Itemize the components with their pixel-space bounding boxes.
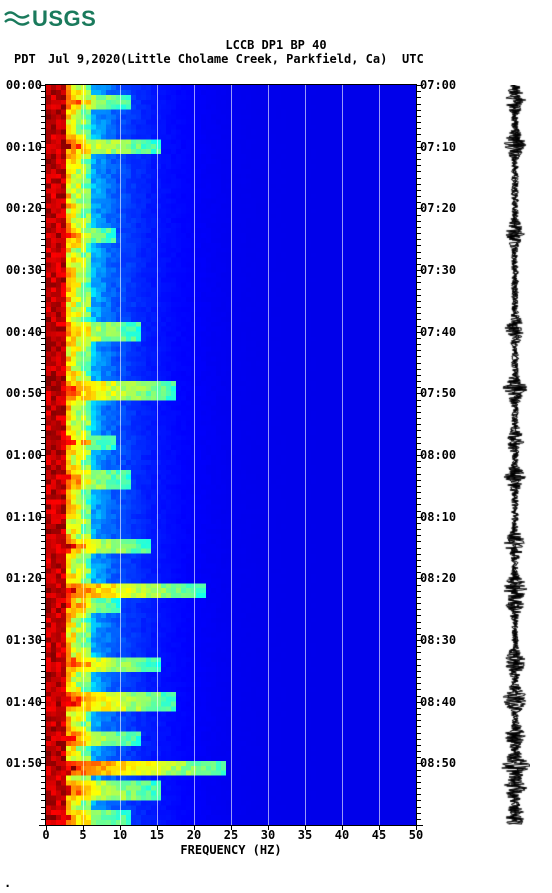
location-label: (Little Cholame Creek, Parkfield, Ca) (120, 52, 387, 66)
x-tick: 5 (79, 828, 86, 842)
y-tick-left: 01:20 (6, 571, 42, 585)
tz-right-label: UTC (402, 52, 424, 66)
y-tick-right: 08:20 (420, 571, 456, 585)
y-tick-left: 01:10 (6, 510, 42, 524)
spectrogram-plot (46, 85, 416, 825)
x-tick: 0 (42, 828, 49, 842)
x-tick: 40 (335, 828, 349, 842)
y-tick-left: 00:30 (6, 263, 42, 277)
y-tick-left: 01:30 (6, 633, 42, 647)
tz-left-label: PDT (14, 52, 36, 66)
y-axis-left: 00:0000:1000:2000:3000:4000:5001:0001:10… (0, 85, 44, 825)
y-tick-right: 08:50 (420, 756, 456, 770)
y-tick-left: 01:00 (6, 448, 42, 462)
usgs-logo: USGS (4, 6, 96, 32)
y-tick-left: 01:40 (6, 695, 42, 709)
y-tick-right: 07:20 (420, 201, 456, 215)
x-axis-label: FREQUENCY (HZ) (46, 843, 416, 857)
footer-mark: . (4, 876, 11, 890)
chart-title: LCCB DP1 BP 40 (0, 38, 552, 52)
y-tick-left: 00:20 (6, 201, 42, 215)
spectrogram-canvas (46, 85, 416, 825)
x-tick: 25 (224, 828, 238, 842)
x-tick: 10 (113, 828, 127, 842)
x-tick: 15 (150, 828, 164, 842)
y-tickmarks-left (41, 85, 45, 825)
y-tick-right: 08:40 (420, 695, 456, 709)
logo-text: USGS (32, 6, 96, 32)
page: { "logo": { "text": "USGS", "color": "#1… (0, 0, 552, 893)
y-tick-right: 08:00 (420, 448, 456, 462)
y-tick-right: 08:30 (420, 633, 456, 647)
y-tick-right: 08:10 (420, 510, 456, 524)
y-tick-left: 00:10 (6, 140, 42, 154)
wave-icon (4, 9, 30, 29)
y-tickmarks-right (417, 85, 421, 825)
y-tick-right: 07:00 (420, 78, 456, 92)
y-axis-right: 07:0007:1007:2007:3007:4007:5008:0008:10… (418, 85, 464, 825)
y-tick-right: 07:30 (420, 263, 456, 277)
x-tick: 20 (187, 828, 201, 842)
x-tick: 50 (409, 828, 423, 842)
y-tick-left: 01:50 (6, 756, 42, 770)
seismogram-canvas (500, 85, 530, 825)
x-axis: 05101520253035404550 (46, 828, 416, 842)
seismogram-trace (500, 85, 530, 825)
date-label: Jul 9,2020 (48, 52, 120, 66)
y-tick-right: 07:40 (420, 325, 456, 339)
y-tick-left: 00:50 (6, 386, 42, 400)
x-tick: 30 (261, 828, 275, 842)
x-tick: 35 (298, 828, 312, 842)
y-tick-right: 07:10 (420, 140, 456, 154)
x-tick: 45 (372, 828, 386, 842)
y-tick-right: 07:50 (420, 386, 456, 400)
y-tick-left: 00:40 (6, 325, 42, 339)
y-tick-left: 00:00 (6, 78, 42, 92)
